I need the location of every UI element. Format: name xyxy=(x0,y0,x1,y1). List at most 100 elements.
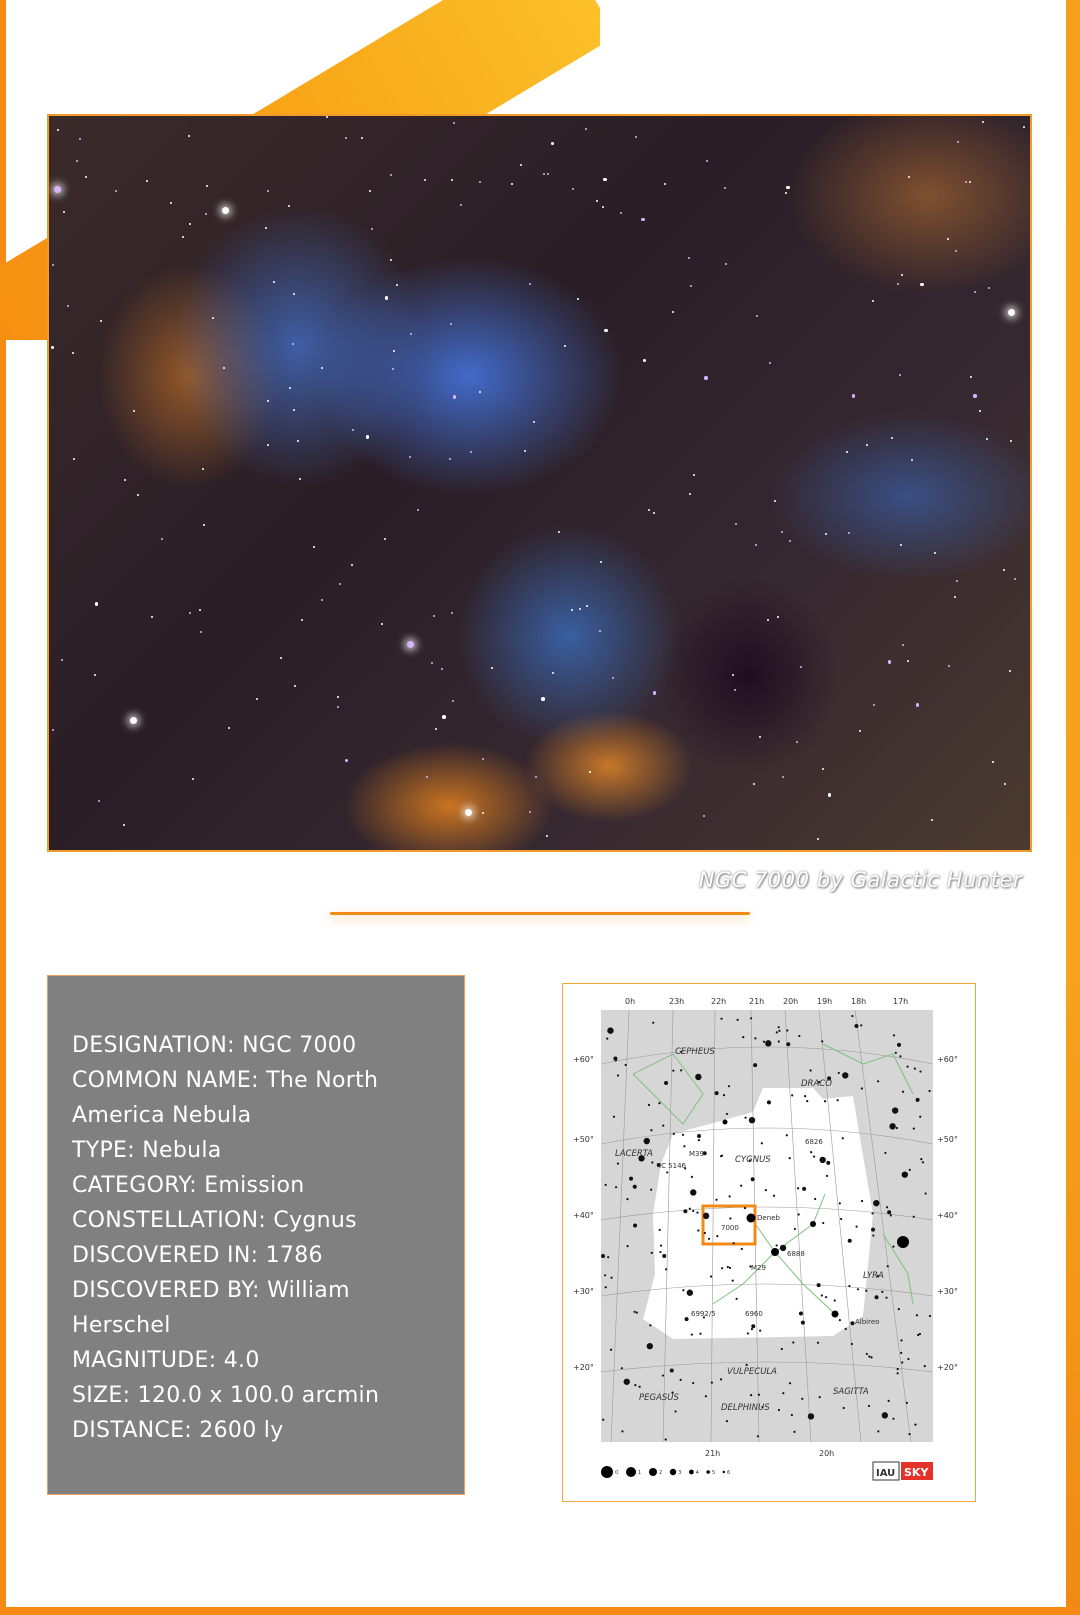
star-dot xyxy=(395,283,398,286)
star-dot xyxy=(293,292,296,295)
star-dot xyxy=(693,473,696,476)
star-dot xyxy=(266,399,269,402)
star-dot xyxy=(145,180,148,183)
star-dot xyxy=(297,439,300,442)
star-dot xyxy=(61,659,64,662)
star-dot xyxy=(66,304,69,307)
chart-star xyxy=(710,1275,713,1278)
chart-star xyxy=(728,1195,731,1198)
star-dot xyxy=(94,674,97,677)
magnitude-dot xyxy=(706,1470,710,1474)
chart-label: +20° xyxy=(937,1363,958,1372)
chart-label: CEPHEUS xyxy=(675,1047,715,1057)
nebula-photo xyxy=(47,114,1032,852)
info-panel: DESIGNATION: NGC 7000 COMMON NAME: The No… xyxy=(47,975,465,1495)
star-dot xyxy=(523,449,526,452)
star-dot xyxy=(588,771,591,774)
star-dot xyxy=(887,660,892,664)
chart-star xyxy=(760,1142,763,1145)
chart-label: LACERTA xyxy=(615,1149,653,1159)
chart-star xyxy=(823,1100,827,1103)
chart-star xyxy=(750,1394,753,1397)
chart-star xyxy=(684,1167,687,1170)
chart-star xyxy=(856,1288,860,1291)
star-dot xyxy=(481,758,484,761)
star-dot xyxy=(541,697,545,701)
chart-star xyxy=(782,1392,785,1395)
chart-star xyxy=(680,1050,683,1053)
chart-star xyxy=(716,1235,719,1238)
chart-star xyxy=(892,1034,896,1037)
star-dot xyxy=(688,492,691,495)
chart-star xyxy=(662,1254,667,1259)
chart-star xyxy=(672,1132,675,1135)
chart-star xyxy=(721,1267,724,1270)
chart-label: 0 xyxy=(615,1470,618,1476)
chart-star xyxy=(607,1027,614,1034)
chart-star xyxy=(690,1175,694,1178)
star-dot xyxy=(528,810,531,813)
star-dot xyxy=(392,349,395,352)
chart-label: 6888 xyxy=(787,1250,805,1258)
star-dot xyxy=(985,437,988,440)
star-dot xyxy=(299,477,302,480)
chart-star xyxy=(802,1186,807,1191)
chart-star xyxy=(647,1103,651,1107)
star-dot xyxy=(435,728,438,731)
chart-star xyxy=(848,1284,851,1288)
chart-star xyxy=(798,1034,801,1038)
chart-star xyxy=(633,1223,638,1228)
chart-star xyxy=(683,1209,688,1214)
chart-star xyxy=(917,1333,920,1337)
chart-star xyxy=(681,1133,685,1136)
info-line: CATEGORY: Emission xyxy=(72,1173,305,1198)
star-dot xyxy=(255,698,258,701)
star-dot xyxy=(595,200,598,203)
star-dot xyxy=(911,458,914,461)
chart-star xyxy=(928,1089,931,1093)
chart-star xyxy=(620,1367,623,1370)
star-dot xyxy=(511,183,514,186)
star-dot xyxy=(410,333,413,336)
chart-star xyxy=(720,1155,723,1158)
star-dot xyxy=(97,799,100,802)
chart-star xyxy=(722,1094,726,1097)
star-dot xyxy=(54,185,62,193)
chart-star xyxy=(868,1355,871,1358)
star-dot xyxy=(182,235,185,238)
chart-star xyxy=(742,1036,745,1039)
chart-star xyxy=(841,1137,844,1140)
star-dot xyxy=(767,619,769,622)
chart-star xyxy=(860,1087,863,1090)
chart-labels: 0h 23h 22h 21h 20h 19h 18h 17h 21h 20h +60° +50° +40… xyxy=(573,997,958,1481)
chart-star xyxy=(892,1417,895,1420)
star-dot xyxy=(690,285,693,288)
star-dot xyxy=(450,611,453,614)
chart-star xyxy=(748,1116,756,1124)
star-dot xyxy=(345,137,348,140)
star-dot xyxy=(133,409,136,412)
chart-label: +60° xyxy=(573,1055,594,1064)
star-dot xyxy=(782,775,785,778)
star-dot xyxy=(94,602,99,606)
chart-star xyxy=(764,1189,767,1192)
chart-star xyxy=(659,1250,662,1254)
chart-label: 18h xyxy=(851,997,866,1006)
star-dot xyxy=(189,223,192,226)
star-dot xyxy=(848,532,851,535)
chart-star xyxy=(632,1184,637,1189)
star-dot xyxy=(288,204,291,207)
star-dot xyxy=(732,673,735,676)
chart-star xyxy=(914,1423,917,1426)
chart-label: SAGITTA xyxy=(833,1387,869,1397)
star-dot xyxy=(542,173,545,176)
chart-star xyxy=(749,1265,752,1268)
chart-star xyxy=(643,1137,650,1145)
star-dot xyxy=(338,583,341,586)
star-dot xyxy=(188,612,191,615)
chart-star xyxy=(753,1063,758,1068)
chart-label: 21h xyxy=(705,1449,720,1458)
chart-star xyxy=(885,1206,889,1209)
star-dot xyxy=(201,467,204,470)
chart-label: 22h xyxy=(711,997,726,1006)
